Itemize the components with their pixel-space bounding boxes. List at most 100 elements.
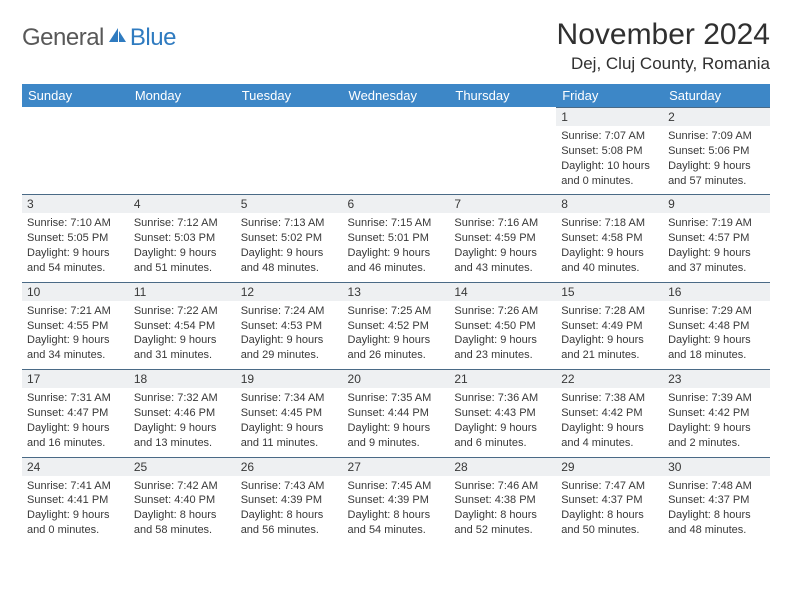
weekday-header: Monday — [129, 84, 236, 107]
day-line-day2: and 6 minutes. — [454, 436, 551, 451]
calendar-cell: 29Sunrise: 7:47 AMSunset: 4:37 PMDayligh… — [556, 457, 663, 544]
day-line-day1: Daylight: 9 hours — [27, 508, 124, 523]
day-number: 20 — [343, 369, 450, 388]
day-line-sunrise: Sunrise: 7:22 AM — [134, 304, 231, 319]
calendar-cell: 10Sunrise: 7:21 AMSunset: 4:55 PMDayligh… — [22, 282, 129, 369]
day-line-sunset: Sunset: 4:38 PM — [454, 493, 551, 508]
day-line-day2: and 40 minutes. — [561, 261, 658, 276]
day-line-day1: Daylight: 9 hours — [348, 246, 445, 261]
day-line-day2: and 0 minutes. — [561, 174, 658, 189]
day-line-day1: Daylight: 9 hours — [668, 159, 765, 174]
day-details: Sunrise: 7:10 AMSunset: 5:05 PMDaylight:… — [22, 213, 129, 281]
day-details: Sunrise: 7:38 AMSunset: 4:42 PMDaylight:… — [556, 388, 663, 456]
day-details: Sunrise: 7:28 AMSunset: 4:49 PMDaylight:… — [556, 301, 663, 369]
calendar-cell: 18Sunrise: 7:32 AMSunset: 4:46 PMDayligh… — [129, 369, 236, 456]
day-line-day1: Daylight: 9 hours — [241, 333, 338, 348]
calendar-row: 24Sunrise: 7:41 AMSunset: 4:41 PMDayligh… — [22, 457, 770, 544]
day-line-day1: Daylight: 9 hours — [27, 246, 124, 261]
day-line-sunset: Sunset: 4:48 PM — [668, 319, 765, 334]
day-details: Sunrise: 7:39 AMSunset: 4:42 PMDaylight:… — [663, 388, 770, 456]
day-details: Sunrise: 7:07 AMSunset: 5:08 PMDaylight:… — [556, 126, 663, 194]
day-details: Sunrise: 7:19 AMSunset: 4:57 PMDaylight:… — [663, 213, 770, 281]
day-line-day2: and 26 minutes. — [348, 348, 445, 363]
calendar-cell — [236, 107, 343, 194]
calendar-cell: 25Sunrise: 7:42 AMSunset: 4:40 PMDayligh… — [129, 457, 236, 544]
calendar-row: 1Sunrise: 7:07 AMSunset: 5:08 PMDaylight… — [22, 107, 770, 194]
day-line-day1: Daylight: 8 hours — [134, 508, 231, 523]
day-line-day1: Daylight: 8 hours — [348, 508, 445, 523]
calendar-cell: 2Sunrise: 7:09 AMSunset: 5:06 PMDaylight… — [663, 107, 770, 194]
weekday-header: Thursday — [449, 84, 556, 107]
day-number: 24 — [22, 457, 129, 476]
day-line-sunset: Sunset: 4:49 PM — [561, 319, 658, 334]
day-number: 6 — [343, 194, 450, 213]
day-line-sunrise: Sunrise: 7:46 AM — [454, 479, 551, 494]
day-line-day1: Daylight: 9 hours — [348, 421, 445, 436]
day-details: Sunrise: 7:42 AMSunset: 4:40 PMDaylight:… — [129, 476, 236, 544]
day-line-day1: Daylight: 9 hours — [241, 421, 338, 436]
day-number: 12 — [236, 282, 343, 301]
day-number: 15 — [556, 282, 663, 301]
day-line-day2: and 11 minutes. — [241, 436, 338, 451]
day-line-sunset: Sunset: 4:42 PM — [561, 406, 658, 421]
day-line-day1: Daylight: 9 hours — [561, 421, 658, 436]
day-line-day1: Daylight: 9 hours — [668, 421, 765, 436]
day-line-sunrise: Sunrise: 7:16 AM — [454, 216, 551, 231]
day-line-day1: Daylight: 9 hours — [668, 333, 765, 348]
calendar-cell: 5Sunrise: 7:13 AMSunset: 5:02 PMDaylight… — [236, 194, 343, 281]
calendar-cell: 4Sunrise: 7:12 AMSunset: 5:03 PMDaylight… — [129, 194, 236, 281]
day-line-sunrise: Sunrise: 7:10 AM — [27, 216, 124, 231]
day-line-sunset: Sunset: 4:41 PM — [27, 493, 124, 508]
day-line-day1: Daylight: 8 hours — [668, 508, 765, 523]
day-line-day1: Daylight: 9 hours — [454, 246, 551, 261]
day-details: Sunrise: 7:36 AMSunset: 4:43 PMDaylight:… — [449, 388, 556, 456]
calendar-cell: 24Sunrise: 7:41 AMSunset: 4:41 PMDayligh… — [22, 457, 129, 544]
weekday-header: Sunday — [22, 84, 129, 107]
day-line-day1: Daylight: 9 hours — [561, 333, 658, 348]
day-line-sunrise: Sunrise: 7:42 AM — [134, 479, 231, 494]
day-line-sunrise: Sunrise: 7:24 AM — [241, 304, 338, 319]
day-line-day1: Daylight: 9 hours — [454, 421, 551, 436]
day-line-sunrise: Sunrise: 7:36 AM — [454, 391, 551, 406]
day-line-sunrise: Sunrise: 7:34 AM — [241, 391, 338, 406]
calendar-cell: 22Sunrise: 7:38 AMSunset: 4:42 PMDayligh… — [556, 369, 663, 456]
day-details: Sunrise: 7:48 AMSunset: 4:37 PMDaylight:… — [663, 476, 770, 544]
title-block: November 2024 Dej, Cluj County, Romania — [557, 18, 770, 74]
day-line-sunrise: Sunrise: 7:43 AM — [241, 479, 338, 494]
day-line-day2: and 52 minutes. — [454, 523, 551, 538]
day-line-sunset: Sunset: 4:52 PM — [348, 319, 445, 334]
day-line-sunset: Sunset: 4:37 PM — [668, 493, 765, 508]
day-line-day2: and 58 minutes. — [134, 523, 231, 538]
day-details: Sunrise: 7:45 AMSunset: 4:39 PMDaylight:… — [343, 476, 450, 544]
day-line-sunrise: Sunrise: 7:09 AM — [668, 129, 765, 144]
day-line-day1: Daylight: 8 hours — [561, 508, 658, 523]
day-number: 28 — [449, 457, 556, 476]
calendar-cell: 15Sunrise: 7:28 AMSunset: 4:49 PMDayligh… — [556, 282, 663, 369]
weekday-header: Friday — [556, 84, 663, 107]
calendar-cell: 16Sunrise: 7:29 AMSunset: 4:48 PMDayligh… — [663, 282, 770, 369]
day-line-day2: and 56 minutes. — [241, 523, 338, 538]
day-number: 11 — [129, 282, 236, 301]
day-line-day2: and 23 minutes. — [454, 348, 551, 363]
day-number: 18 — [129, 369, 236, 388]
day-line-sunset: Sunset: 4:37 PM — [561, 493, 658, 508]
day-details: Sunrise: 7:41 AMSunset: 4:41 PMDaylight:… — [22, 476, 129, 544]
day-line-day1: Daylight: 9 hours — [561, 246, 658, 261]
day-line-sunset: Sunset: 4:42 PM — [668, 406, 765, 421]
day-line-day2: and 48 minutes. — [668, 523, 765, 538]
day-line-sunrise: Sunrise: 7:12 AM — [134, 216, 231, 231]
day-details: Sunrise: 7:16 AMSunset: 4:59 PMDaylight:… — [449, 213, 556, 281]
day-number: 5 — [236, 194, 343, 213]
day-line-sunrise: Sunrise: 7:13 AM — [241, 216, 338, 231]
day-line-sunset: Sunset: 4:58 PM — [561, 231, 658, 246]
weekday-header: Wednesday — [343, 84, 450, 107]
day-line-sunrise: Sunrise: 7:21 AM — [27, 304, 124, 319]
day-line-sunrise: Sunrise: 7:25 AM — [348, 304, 445, 319]
calendar-cell: 28Sunrise: 7:46 AMSunset: 4:38 PMDayligh… — [449, 457, 556, 544]
calendar-cell: 20Sunrise: 7:35 AMSunset: 4:44 PMDayligh… — [343, 369, 450, 456]
day-line-day2: and 9 minutes. — [348, 436, 445, 451]
calendar-cell — [129, 107, 236, 194]
logo-text-general: General — [22, 24, 104, 52]
day-number: 16 — [663, 282, 770, 301]
day-line-sunrise: Sunrise: 7:19 AM — [668, 216, 765, 231]
